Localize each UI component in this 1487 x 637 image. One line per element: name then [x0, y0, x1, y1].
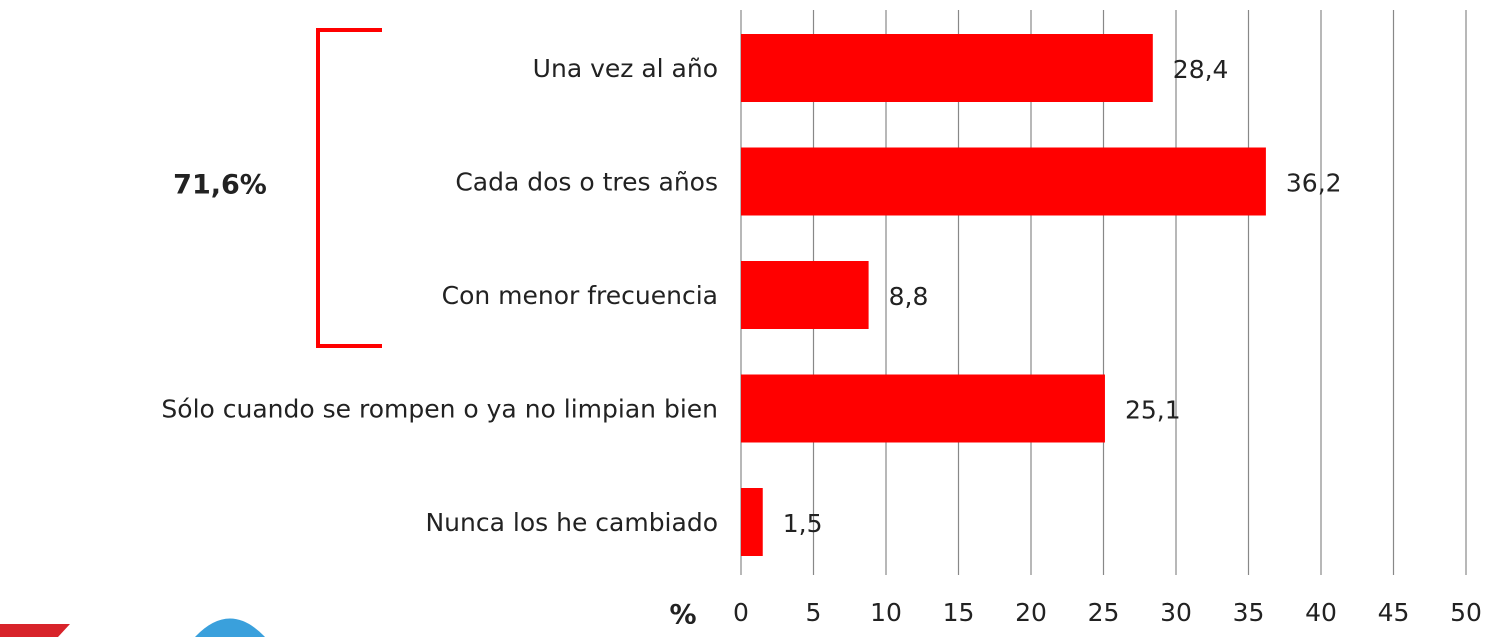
x-tick-label: 10 — [870, 598, 902, 627]
logos — [0, 618, 265, 637]
x-tick-label: 35 — [1233, 598, 1265, 627]
bar — [741, 374, 1105, 443]
logo — [195, 618, 265, 637]
x-tick-label: 5 — [806, 598, 822, 627]
data-label: 8,8 — [889, 282, 929, 311]
bar — [741, 261, 869, 329]
data-label: 25,1 — [1125, 396, 1181, 425]
y-tick-label: Nunca los he cambiado — [425, 508, 718, 537]
y-tick-label: Con menor frecuencia — [442, 281, 718, 310]
x-tick-label: 45 — [1378, 598, 1410, 627]
bar — [741, 34, 1153, 102]
x-tick-label: 0 — [733, 598, 749, 627]
x-tick-label: 25 — [1088, 598, 1120, 627]
x-tick-label: 15 — [943, 598, 975, 627]
x-axis-label: % — [669, 600, 696, 631]
annotation: 71,6% — [173, 170, 267, 201]
logo — [0, 624, 70, 637]
bracket — [316, 28, 382, 348]
x-tick-label: 30 — [1160, 598, 1192, 627]
x-tick-label: 50 — [1450, 598, 1482, 627]
data-label: 36,2 — [1286, 169, 1342, 198]
y-tick-label: Cada dos o tres años — [455, 168, 718, 197]
bar — [741, 147, 1266, 216]
y-tick-label: Sólo cuando se rompen o ya no limpian bi… — [161, 395, 718, 424]
data-label: 1,5 — [783, 509, 823, 538]
y-tick-label: Una vez al año — [533, 54, 718, 83]
data-label: 28,4 — [1173, 55, 1229, 84]
x-tick-label: 20 — [1015, 598, 1047, 627]
bar — [741, 488, 763, 556]
x-tick-label: 40 — [1305, 598, 1337, 627]
